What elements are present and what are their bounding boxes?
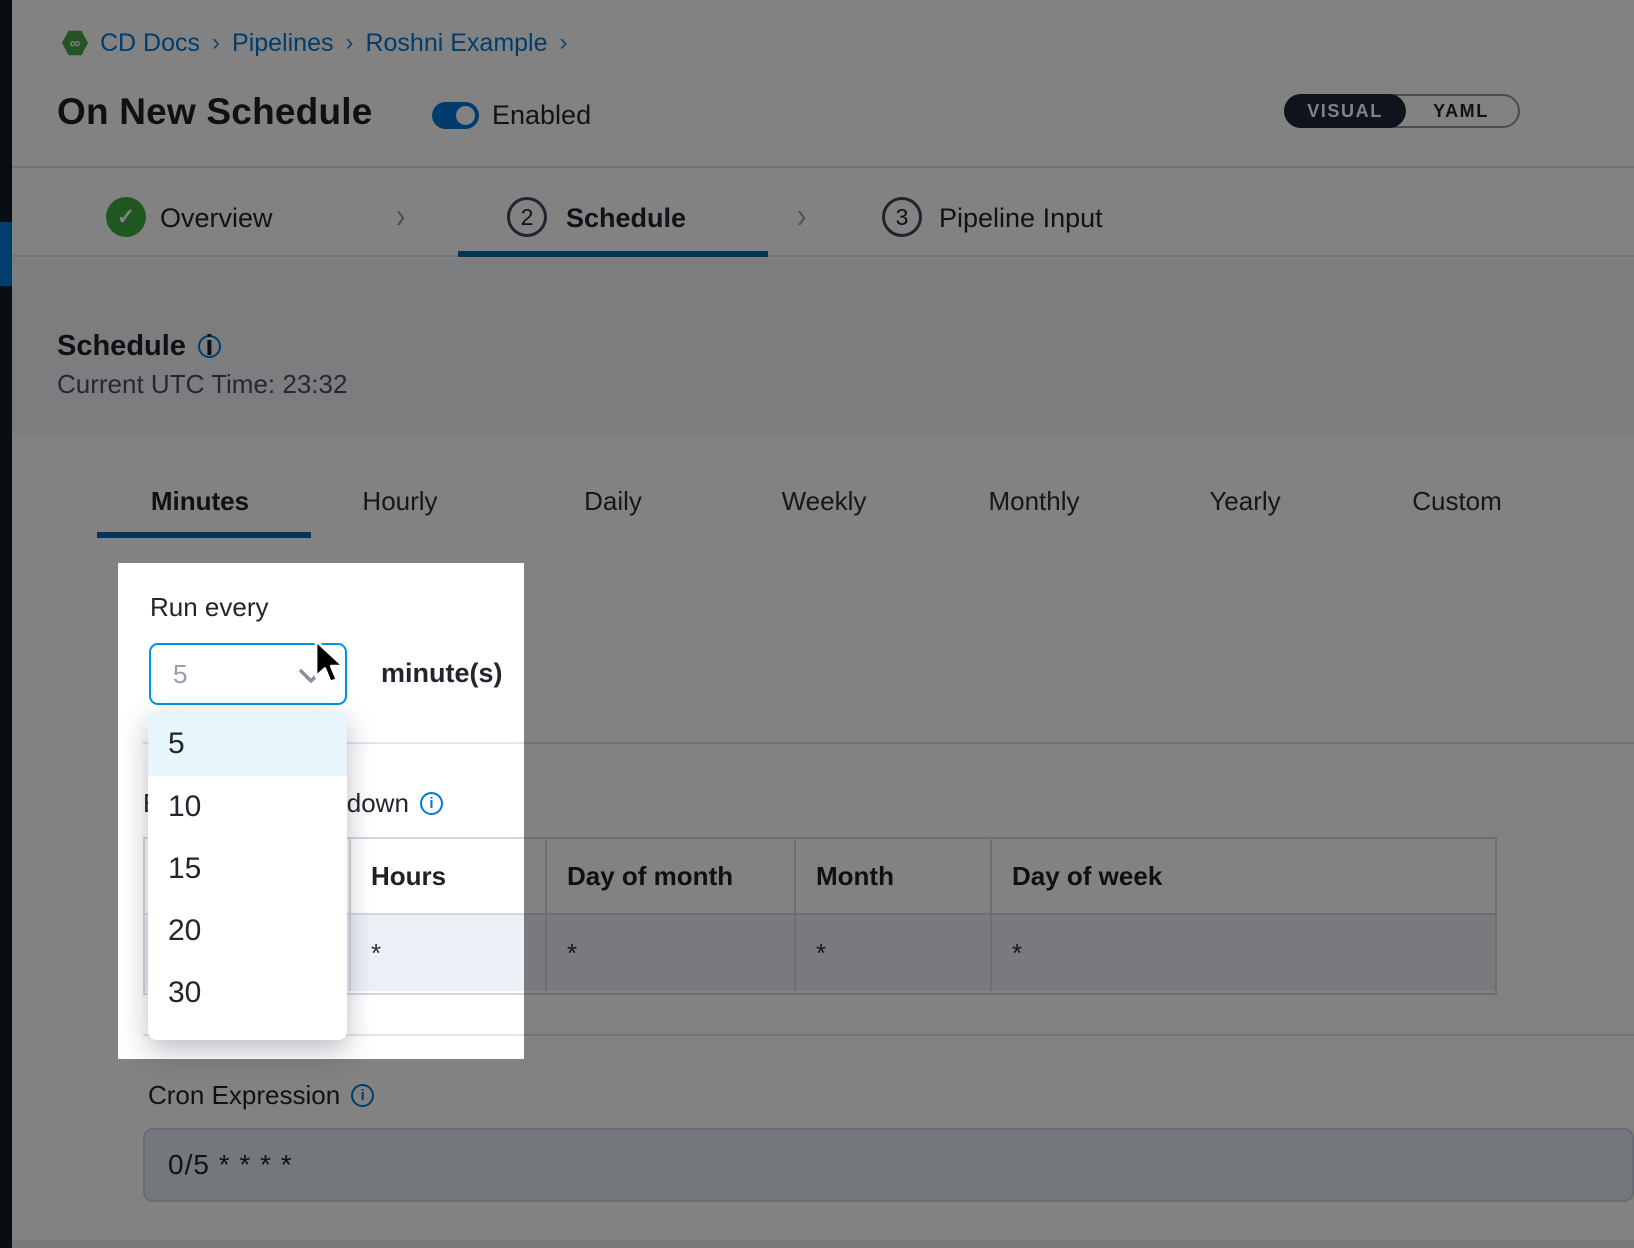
dropdown-option-10[interactable]: 10 xyxy=(168,790,202,823)
toggle-knob xyxy=(456,106,475,125)
visual-mode-button[interactable]: VISUAL xyxy=(1284,94,1406,128)
tab-monthly[interactable]: Monthly xyxy=(988,486,1080,516)
step-pipeline-input-number: 3 xyxy=(882,197,922,237)
step-overview[interactable]: Overview xyxy=(160,203,273,233)
step-schedule-number: 2 xyxy=(507,197,547,237)
step-overview-check-icon: ✓ xyxy=(106,197,146,237)
cell-month: * xyxy=(794,915,990,991)
active-tab-underline xyxy=(97,532,311,538)
cd-module-icon xyxy=(62,30,88,56)
chevron-down-icon xyxy=(299,669,323,683)
breadcrumb-separator: › xyxy=(212,29,221,56)
tab-custom[interactable]: Custom xyxy=(1412,486,1502,516)
breadcrumb-separator: › xyxy=(345,29,354,56)
cron-expression-input[interactable]: 0/5 * * * * xyxy=(143,1128,1634,1202)
utc-time-text: Current UTC Time: 23:32 xyxy=(57,369,348,399)
run-every-label: Run every xyxy=(150,592,269,622)
step-schedule[interactable]: Schedule xyxy=(566,203,687,233)
chevron-right-icon: › xyxy=(396,196,406,235)
step-pipeline-input[interactable]: Pipeline Input xyxy=(939,203,1103,233)
cron-expression-value: 0/5 * * * * xyxy=(168,1149,293,1180)
header-month: Month xyxy=(794,839,990,913)
schedule-heading-text: Schedule xyxy=(57,330,186,362)
enabled-toggle[interactable] xyxy=(432,102,479,129)
visual-yaml-toggle: VISUAL YAML xyxy=(1284,94,1520,128)
header-divider xyxy=(12,166,1634,168)
active-step-underline xyxy=(458,251,768,257)
tab-yearly[interactable]: Yearly xyxy=(1209,486,1281,516)
schedule-section-heading: Schedule xyxy=(57,330,221,363)
header-day-of-month: Day of month xyxy=(545,839,794,913)
header-day-of-week: Day of week xyxy=(990,839,1495,913)
cell-day-of-week: * xyxy=(990,915,1495,991)
wizard-stepper xyxy=(12,168,1634,257)
dropdown-option-15[interactable]: 15 xyxy=(168,852,202,885)
tab-hourly[interactable]: Hourly xyxy=(362,486,438,516)
yaml-mode-button[interactable]: YAML xyxy=(1433,100,1489,121)
dropdown-option-20[interactable]: 20 xyxy=(168,914,202,947)
run-every-selected-value: 5 xyxy=(173,658,188,689)
page-title: On New Schedule xyxy=(57,91,373,132)
table-row: * * * * * xyxy=(145,915,1495,991)
table-header-row: Minutes Hours Day of month Month Day of … xyxy=(145,839,1495,915)
dropdown-option-30[interactable]: 30 xyxy=(168,976,202,1009)
run-every-unit: minute(s) xyxy=(381,658,503,688)
horizontal-scrollbar-track[interactable] xyxy=(12,1240,1634,1248)
breadcrumb: CD Docs › Pipelines › Roshni Example › xyxy=(62,29,568,57)
cron-breakdown-table: Minutes Hours Day of month Month Day of … xyxy=(143,837,1497,995)
info-icon[interactable] xyxy=(351,1084,375,1107)
dropdown-option-5[interactable]: 5 xyxy=(148,712,347,776)
info-icon[interactable] xyxy=(419,792,443,815)
cron-expression-label: Cron Expression xyxy=(148,1080,375,1111)
run-every-dropdown-menu: 5 10 15 20 30 xyxy=(148,712,347,1040)
section-divider xyxy=(143,1034,1634,1036)
tab-minutes[interactable]: Minutes xyxy=(150,486,250,516)
chevron-right-icon: › xyxy=(797,196,807,235)
cron-expression-text: Cron Expression xyxy=(148,1080,341,1110)
breadcrumb-link-cd-docs[interactable]: CD Docs xyxy=(100,28,201,57)
breadcrumb-link-pipeline-name[interactable]: Roshni Example xyxy=(365,28,548,57)
header-hours: Hours xyxy=(349,839,545,913)
cell-hours: * xyxy=(349,915,545,991)
enabled-toggle-label: Enabled xyxy=(492,100,592,130)
left-nav-active-indicator xyxy=(0,222,12,286)
info-icon[interactable] xyxy=(197,335,221,358)
breadcrumb-separator: › xyxy=(559,29,568,56)
section-divider xyxy=(143,742,1634,744)
cell-day-of-month: * xyxy=(545,915,794,991)
left-nav-strip xyxy=(0,0,12,1248)
run-every-select[interactable]: 5 xyxy=(149,643,347,705)
tab-weekly[interactable]: Weekly xyxy=(781,486,867,516)
tab-daily[interactable]: Daily xyxy=(584,486,642,516)
breadcrumb-link-pipelines[interactable]: Pipelines xyxy=(232,28,334,57)
page-background-band xyxy=(12,258,1634,437)
